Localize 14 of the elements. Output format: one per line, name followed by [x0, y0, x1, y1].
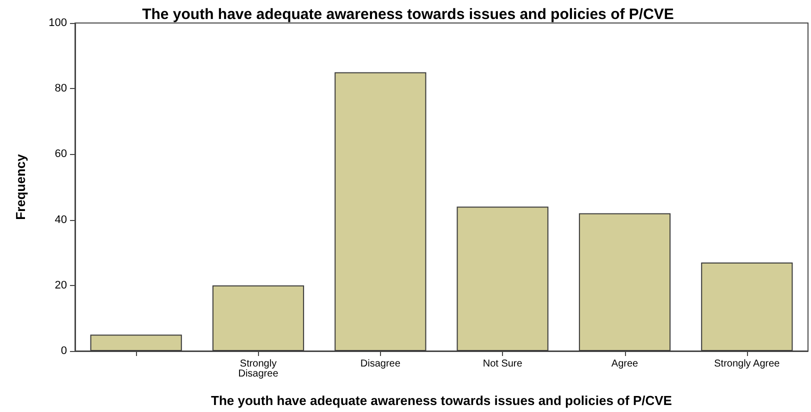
x-tick-label: Disagree — [360, 358, 401, 370]
y-tick-label: 40 — [54, 214, 67, 226]
y-tick-label: 0 — [60, 345, 67, 357]
x-tick-label: Agree — [611, 358, 639, 370]
x-axis-title: The youth have adequate awareness towards issues and policies of P/CVE — [211, 393, 672, 408]
y-tick-label: 80 — [54, 82, 67, 95]
y-axis-title: Frequency — [13, 153, 28, 220]
x-tick-label: Strongly Disagree — [238, 358, 279, 380]
x-tick-label: Strongly Agree — [714, 358, 780, 370]
x-tick-label: Not Sure — [482, 358, 523, 370]
y-tick-label: 60 — [54, 148, 67, 160]
y-tick-label: 20 — [54, 279, 67, 292]
y-tick-label: 100 — [48, 17, 67, 29]
chart-title: The youth have adequate awareness towards issues and policies of P/CVE — [142, 6, 674, 23]
